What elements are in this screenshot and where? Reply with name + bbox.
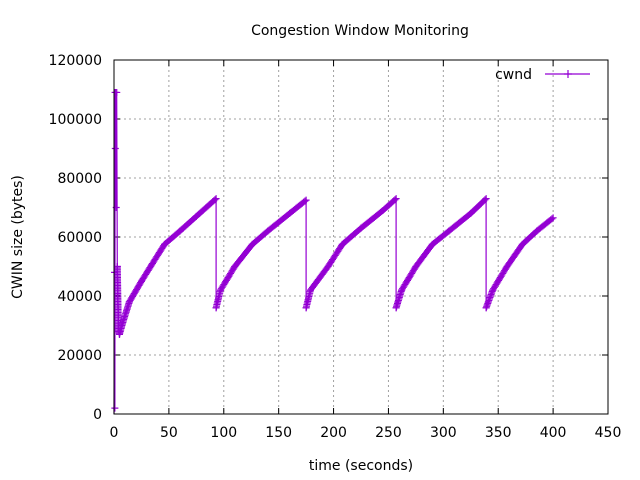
y-tick-label: 20000 [57, 348, 102, 364]
data-point [302, 196, 310, 204]
data-point [481, 196, 489, 204]
x-tick-label: 0 [110, 425, 119, 441]
x-tick-label: 250 [375, 425, 402, 441]
data-point [391, 196, 399, 204]
y-tick-label: 100000 [49, 112, 102, 128]
data-point [392, 195, 400, 203]
plot-frame [113, 59, 609, 415]
series-layer [111, 88, 557, 415]
axis-ticks: 0 50 100 150 200 250 300 350 400 450 0 20000 40000 60… [49, 53, 622, 441]
y-axis-label: CWIN size (bytes) [10, 175, 26, 299]
x-tick-label: 400 [540, 425, 567, 441]
x-tick-label: 350 [485, 425, 512, 441]
x-axis-label: time (seconds) [309, 458, 413, 474]
data-point [301, 197, 309, 205]
y-tick-label: 80000 [57, 171, 102, 187]
chart-title: Congestion Window Monitoring [251, 23, 469, 39]
x-tick-label: 150 [265, 425, 292, 441]
y-tick-label: 60000 [57, 230, 102, 246]
legend: cwnd [495, 67, 590, 83]
y-tick-label: 120000 [49, 53, 102, 69]
legend-marker-cwnd [564, 70, 572, 78]
series-markers-cwnd [111, 88, 557, 412]
data-point [111, 404, 119, 412]
y-tick-label: 40000 [57, 289, 102, 305]
legend-marker-plus [564, 70, 572, 78]
data-point [549, 214, 557, 222]
data-point [212, 195, 220, 203]
data-point [111, 145, 119, 152]
data-point [211, 196, 219, 204]
x-tick-label: 200 [320, 425, 347, 441]
grid [114, 60, 608, 414]
data-point [548, 215, 556, 223]
x-tick-label: 300 [430, 425, 457, 441]
legend-label-cwnd: cwnd [495, 67, 532, 83]
x-tick-label: 100 [210, 425, 237, 441]
data-point [482, 195, 490, 203]
x-tick-label: 450 [595, 425, 622, 441]
x-tick-label: 50 [160, 425, 178, 441]
y-tick-label: 0 [93, 407, 102, 423]
